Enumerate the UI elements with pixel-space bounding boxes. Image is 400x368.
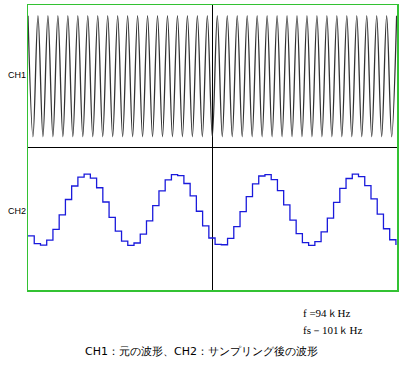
svg-text:fs－101ｋHz: fs－101ｋHz — [303, 324, 362, 336]
svg-text:CH2: CH2 — [8, 206, 26, 216]
svg-text:CH1: CH1 — [8, 70, 26, 80]
svg-text:f =94ｋHz: f =94ｋHz — [303, 307, 351, 319]
svg-text:CH1：元の波形、CH2：サンプリング後の波形: CH1：元の波形、CH2：サンプリング後の波形 — [85, 345, 318, 358]
